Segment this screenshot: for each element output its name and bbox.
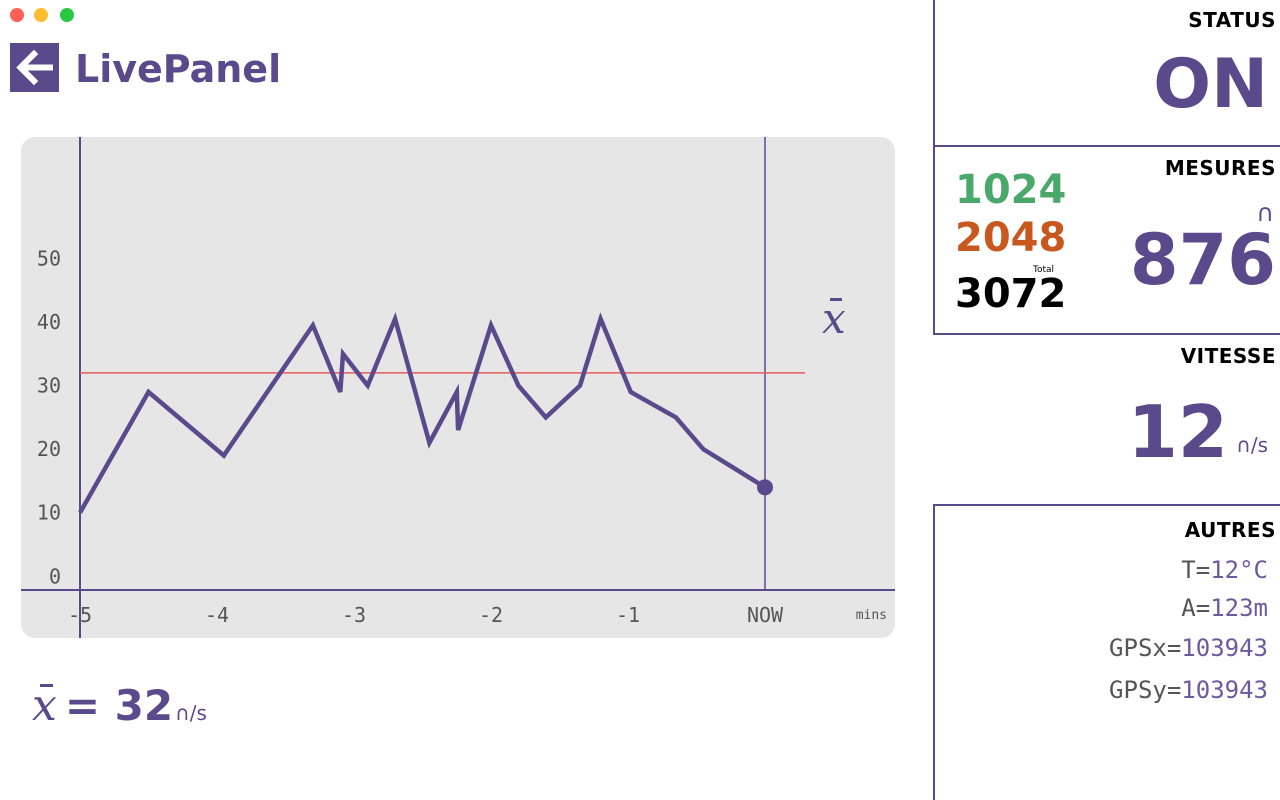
x-tick-label: -3 [342, 603, 366, 627]
gpsx-value: 103943 [1181, 634, 1268, 662]
y-tick-label: 30 [37, 374, 61, 398]
back-button[interactable] [10, 43, 59, 92]
gpsy-row: GPSy=103943 [1109, 676, 1268, 704]
x-axis-unit-label: mins [856, 608, 887, 623]
x-tick-label: NOW [747, 603, 784, 627]
mesures-unit: ∩ [1256, 199, 1274, 227]
mesures-heading: MESURES [1164, 156, 1276, 180]
x-tick-label: -1 [616, 603, 640, 627]
mesure-value-1: 1024 [955, 167, 1067, 213]
mean-readout: x = 32 ∩/s [32, 680, 207, 731]
mean-symbol: x [32, 680, 57, 731]
mesure-value-2: 2048 [955, 215, 1067, 261]
mean-value: 32 [114, 681, 174, 730]
app-title: LivePanel [75, 47, 282, 91]
vitesse-unit: ∩/s [1236, 433, 1268, 457]
mesures-big-value: 876 [1129, 219, 1276, 301]
autres-panel: AUTRES T=12°C A=123m GPSx=103943 GPSy=10… [933, 504, 1280, 800]
mean-unit: ∩/s [175, 701, 207, 725]
chart-panel: 0 10 20 30 40 50 -5 -4 -3 -2 -1 NOW mins [21, 137, 895, 638]
y-tick-label: 0 [49, 564, 61, 588]
temperature-value: 12°C [1210, 556, 1268, 584]
x-tick-label: -2 [479, 603, 503, 627]
y-tick-label: 20 [37, 437, 61, 461]
vitesse-value: 12 [1127, 390, 1228, 474]
vitesse-panel: VITESSE 12 ∩/s [933, 335, 1280, 503]
x-tick-label: -4 [205, 603, 229, 627]
window-zoom-button[interactable] [60, 8, 74, 22]
mesure-total-value: 3072 [955, 271, 1067, 317]
gpsx-row: GPSx=103943 [1109, 634, 1268, 662]
autres-heading: AUTRES [1184, 518, 1276, 542]
gpsy-value: 103943 [1181, 676, 1268, 704]
mesures-panel: MESURES 1024 2048 Total 3072 ∩ 876 [933, 147, 1280, 335]
vitesse-heading: VITESSE [1180, 344, 1276, 368]
y-tick-label: 40 [37, 310, 61, 334]
total-label: Total [1033, 265, 1055, 275]
series-line [78, 311, 767, 514]
y-tick-label: 50 [37, 247, 61, 271]
temperature-row: T=12°C [1181, 556, 1268, 584]
y-tick-label: 10 [37, 501, 61, 525]
status-panel: STATUS ON [933, 0, 1280, 147]
window-minimize-button[interactable] [34, 8, 48, 22]
sidebar: STATUS ON MESURES 1024 2048 Total 3072 ∩… [933, 0, 1280, 800]
chart-mean-symbol: x [822, 294, 846, 343]
altitude-value: 123m [1210, 594, 1268, 622]
status-heading: STATUS [1188, 8, 1276, 32]
status-value: ON [1153, 45, 1268, 124]
x-tick-label: -5 [68, 603, 92, 627]
window-close-button[interactable] [10, 8, 24, 22]
altitude-row: A=123m [1181, 594, 1268, 622]
line-chart: 0 10 20 30 40 50 -5 -4 -3 -2 -1 NOW mins [21, 137, 895, 638]
arrow-left-icon [16, 49, 53, 86]
current-value-point [757, 479, 773, 496]
